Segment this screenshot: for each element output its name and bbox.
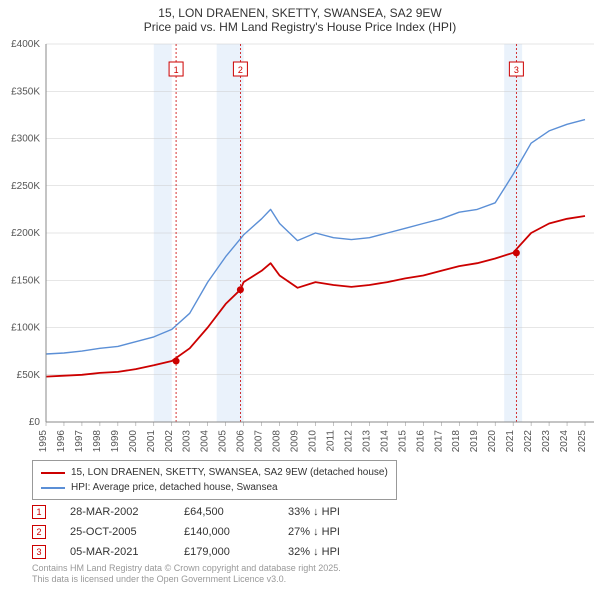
sale-delta: 27% ↓ HPI [288, 526, 340, 538]
sales-table: 1 28-MAR-2002 £64,500 33% ↓ HPI 2 25-OCT… [32, 502, 340, 562]
chart-title: 15, LON DRAENEN, SKETTY, SWANSEA, SA2 9E… [0, 0, 600, 36]
sale-row: 2 25-OCT-2005 £140,000 27% ↓ HPI [32, 522, 340, 542]
legend-swatch-2 [41, 487, 65, 489]
sale-marker-icon: 2 [32, 525, 46, 539]
legend-swatch-1 [41, 472, 65, 474]
svg-text:£250K: £250K [11, 181, 40, 192]
svg-text:2019: 2019 [469, 430, 480, 453]
footer-line-1: Contains HM Land Registry data © Crown c… [32, 563, 341, 575]
svg-text:2003: 2003 [182, 430, 193, 453]
svg-text:2004: 2004 [200, 430, 211, 453]
svg-text:2006: 2006 [236, 430, 247, 453]
sale-price: £64,500 [184, 506, 264, 518]
svg-text:2009: 2009 [290, 430, 301, 453]
svg-text:2008: 2008 [272, 430, 283, 453]
sale-row: 3 05-MAR-2021 £179,000 32% ↓ HPI [32, 542, 340, 562]
title-line-2: Price paid vs. HM Land Registry's House … [0, 20, 600, 34]
svg-text:2005: 2005 [218, 430, 229, 453]
footer-line-2: This data is licensed under the Open Gov… [32, 574, 341, 586]
svg-text:2024: 2024 [559, 430, 570, 453]
svg-text:2: 2 [238, 65, 243, 75]
legend-label-2: HPI: Average price, detached house, Swan… [71, 480, 278, 495]
svg-text:£100K: £100K [11, 323, 40, 334]
legend-label-1: 15, LON DRAENEN, SKETTY, SWANSEA, SA2 9E… [71, 465, 388, 480]
svg-text:2012: 2012 [343, 430, 354, 453]
svg-text:2022: 2022 [523, 430, 534, 453]
svg-text:1998: 1998 [92, 430, 103, 453]
svg-text:2021: 2021 [505, 430, 516, 453]
svg-text:£0: £0 [29, 417, 41, 428]
svg-text:2020: 2020 [487, 430, 498, 453]
title-line-1: 15, LON DRAENEN, SKETTY, SWANSEA, SA2 9E… [0, 6, 600, 20]
svg-text:2017: 2017 [433, 430, 444, 453]
svg-text:2014: 2014 [379, 430, 390, 453]
sale-delta: 33% ↓ HPI [288, 506, 340, 518]
svg-text:3: 3 [514, 65, 519, 75]
svg-text:2010: 2010 [308, 430, 319, 453]
footer: Contains HM Land Registry data © Crown c… [32, 563, 341, 586]
svg-text:1996: 1996 [56, 430, 67, 453]
svg-text:£350K: £350K [11, 86, 40, 97]
svg-text:2002: 2002 [164, 430, 175, 453]
legend: 15, LON DRAENEN, SKETTY, SWANSEA, SA2 9E… [32, 460, 397, 500]
svg-text:1995: 1995 [38, 430, 49, 453]
svg-text:£200K: £200K [11, 228, 40, 239]
svg-text:2018: 2018 [451, 430, 462, 453]
legend-row-1: 15, LON DRAENEN, SKETTY, SWANSEA, SA2 9E… [41, 465, 388, 480]
svg-text:2011: 2011 [325, 430, 336, 452]
svg-text:1999: 1999 [110, 430, 121, 453]
svg-text:2001: 2001 [146, 430, 157, 453]
chart-svg: £0 £50K £100K £150K £200K £250K £300K £350K £400… [0, 36, 600, 456]
svg-text:£300K: £300K [11, 134, 40, 145]
legend-row-2: HPI: Average price, detached house, Swan… [41, 480, 388, 495]
sale-date: 28-MAR-2002 [70, 506, 160, 518]
sale-delta: 32% ↓ HPI [288, 546, 340, 558]
svg-text:2023: 2023 [541, 430, 552, 453]
svg-text:2016: 2016 [415, 430, 426, 453]
svg-text:2000: 2000 [128, 430, 139, 453]
chart: £0 £50K £100K £150K £200K £250K £300K £350K £400… [0, 36, 600, 456]
sale-marker-icon: 3 [32, 545, 46, 559]
svg-text:1997: 1997 [74, 430, 85, 453]
svg-text:2025: 2025 [577, 430, 588, 453]
svg-text:2013: 2013 [361, 430, 372, 453]
svg-text:£400K: £400K [11, 39, 40, 50]
sale-row: 1 28-MAR-2002 £64,500 33% ↓ HPI [32, 502, 340, 522]
svg-text:1: 1 [174, 65, 179, 75]
svg-text:2007: 2007 [254, 430, 265, 453]
sale-date: 25-OCT-2005 [70, 526, 160, 538]
svg-text:2015: 2015 [397, 430, 408, 453]
sale-date: 05-MAR-2021 [70, 546, 160, 558]
sale-price: £179,000 [184, 546, 264, 558]
svg-text:£50K: £50K [17, 370, 41, 381]
sale-price: £140,000 [184, 526, 264, 538]
svg-text:£150K: £150K [11, 275, 40, 286]
sale-marker-icon: 1 [32, 505, 46, 519]
